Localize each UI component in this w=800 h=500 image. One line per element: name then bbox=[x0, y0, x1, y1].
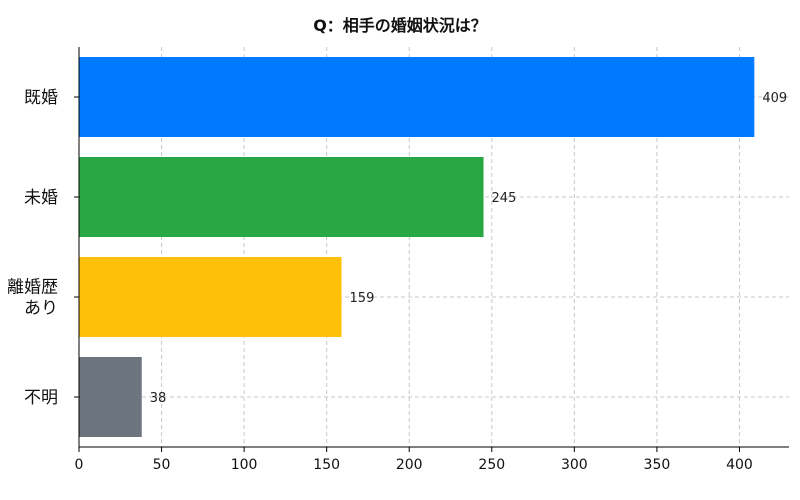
x-tick-label: 400 bbox=[726, 457, 753, 473]
chart-title: Q：相手の婚姻状況は？ bbox=[313, 16, 487, 35]
x-tick-label: 300 bbox=[561, 457, 588, 473]
data-label: 245 bbox=[492, 191, 517, 206]
category-label: 未婚 bbox=[24, 188, 58, 208]
data-label: 159 bbox=[350, 291, 375, 306]
category-label: 不明 bbox=[24, 388, 58, 408]
category-label: 離婚歴あり bbox=[7, 278, 58, 319]
x-tick-label: 100 bbox=[231, 457, 258, 473]
x-tick-label: 350 bbox=[644, 457, 671, 473]
x-tick-label: 150 bbox=[313, 457, 340, 473]
x-tick-label: 0 bbox=[75, 457, 84, 473]
category-label: 既婚 bbox=[24, 88, 58, 108]
bar bbox=[79, 357, 142, 437]
data-label: 38 bbox=[150, 391, 167, 406]
bar bbox=[79, 57, 755, 137]
x-tick-label: 50 bbox=[153, 457, 171, 473]
bar bbox=[79, 157, 484, 237]
x-tick-label: 250 bbox=[478, 457, 505, 473]
bar bbox=[79, 257, 342, 337]
data-label: 409 bbox=[762, 91, 787, 106]
x-tick-label: 200 bbox=[396, 457, 423, 473]
